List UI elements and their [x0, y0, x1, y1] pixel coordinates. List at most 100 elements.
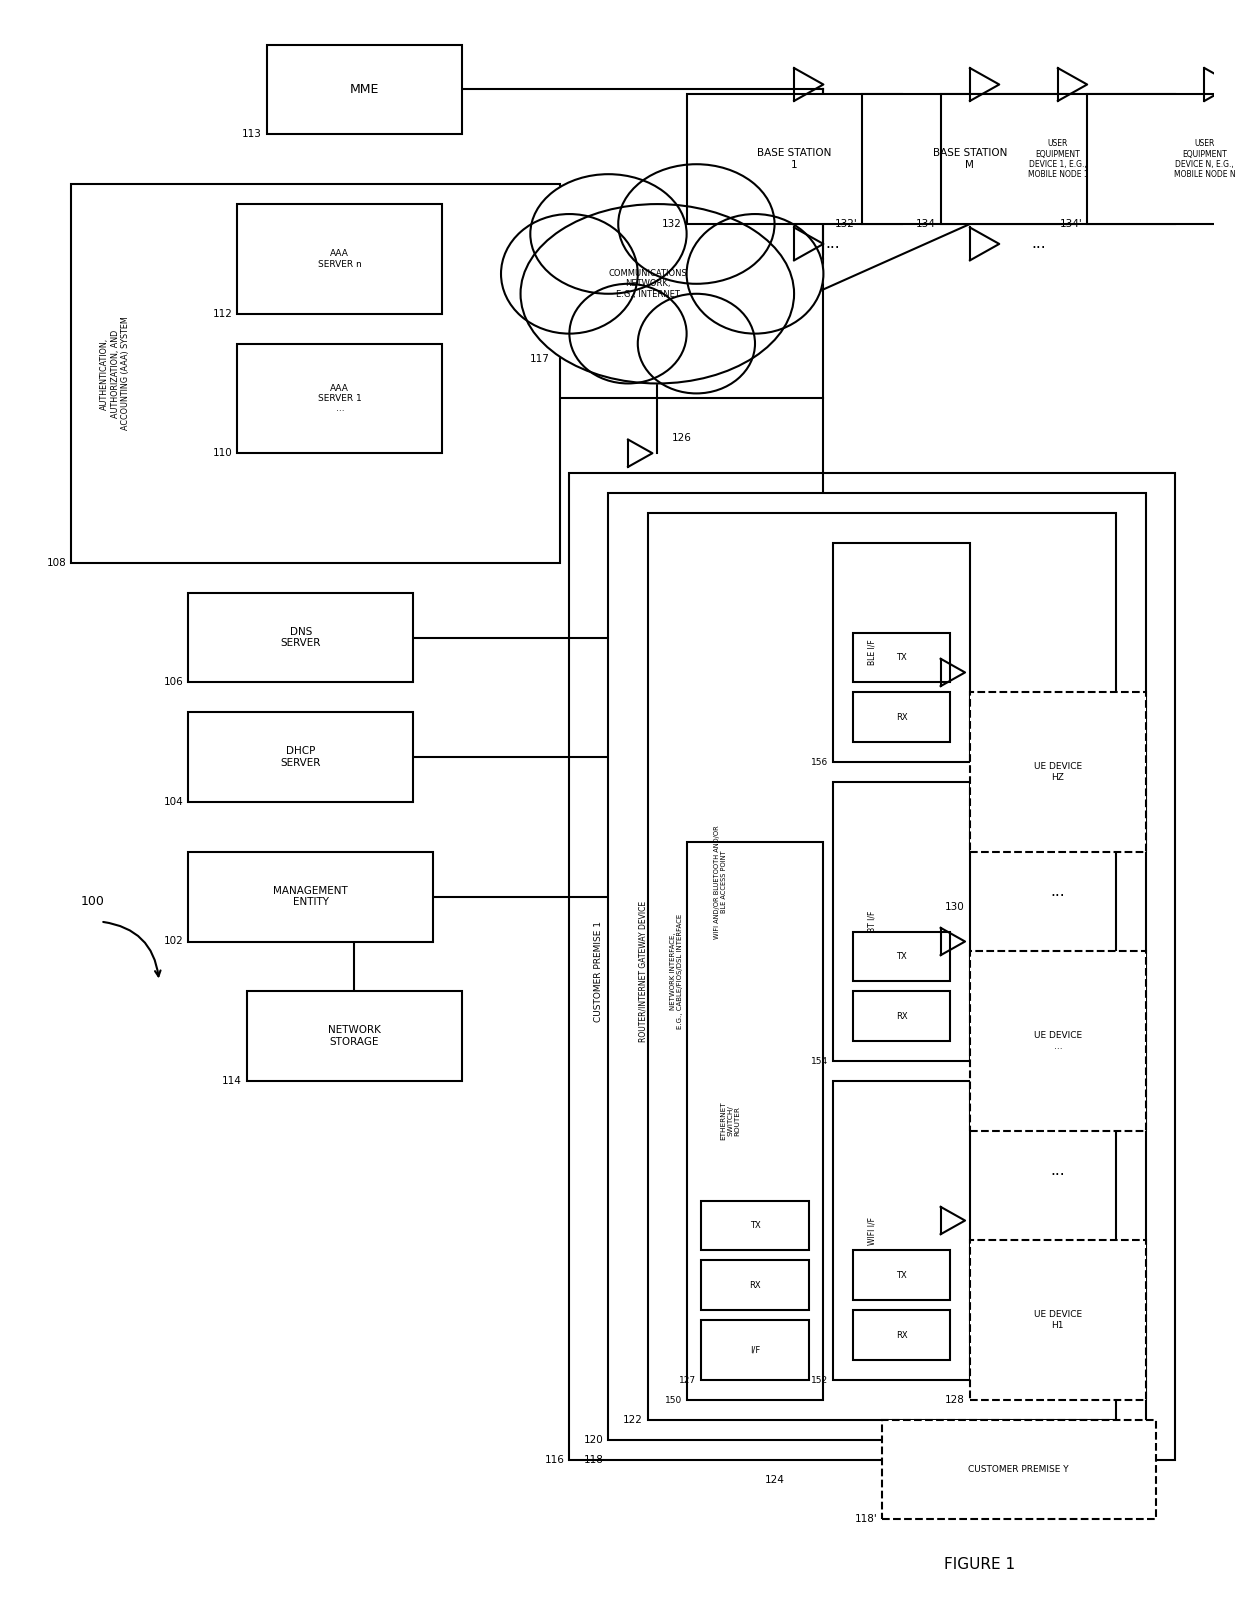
FancyBboxPatch shape: [687, 95, 901, 224]
FancyBboxPatch shape: [1087, 95, 1240, 224]
Text: RX: RX: [895, 713, 908, 723]
FancyBboxPatch shape: [970, 952, 1146, 1131]
FancyBboxPatch shape: [941, 95, 1176, 224]
FancyBboxPatch shape: [267, 45, 463, 135]
Text: 150: 150: [665, 1395, 682, 1405]
FancyBboxPatch shape: [237, 203, 443, 314]
Text: 134': 134': [1059, 219, 1083, 229]
Text: 116: 116: [544, 1455, 564, 1464]
Text: NETWORK INTERFACE,
E.G., CABLE/FIOS/DSL INTERFACE: NETWORK INTERFACE, E.G., CABLE/FIOS/DSL …: [671, 913, 683, 1028]
FancyBboxPatch shape: [687, 843, 823, 1400]
Text: ...: ...: [826, 237, 841, 252]
Text: RX: RX: [895, 1012, 908, 1020]
Text: USER
EQUIPMENT
DEVICE 1, E.G.,
MOBILE NODE 1: USER EQUIPMENT DEVICE 1, E.G., MOBILE NO…: [1028, 139, 1089, 179]
Text: 152: 152: [811, 1376, 828, 1386]
FancyBboxPatch shape: [863, 95, 1078, 224]
Text: TX: TX: [897, 654, 906, 662]
Text: BT I/F: BT I/F: [868, 912, 877, 932]
Ellipse shape: [501, 215, 637, 333]
Text: BASE STATION
M: BASE STATION M: [932, 149, 1007, 170]
FancyBboxPatch shape: [702, 1320, 808, 1379]
Text: FIGURE 1: FIGURE 1: [944, 1557, 1016, 1572]
FancyBboxPatch shape: [647, 513, 1116, 1419]
Ellipse shape: [619, 165, 775, 284]
Text: UE DEVICE
...: UE DEVICE ...: [1034, 1032, 1083, 1051]
Text: UE DEVICE
H1: UE DEVICE H1: [1034, 1310, 1083, 1330]
Ellipse shape: [569, 284, 687, 383]
FancyBboxPatch shape: [882, 1419, 1156, 1520]
Text: ROUTER/INTERNET GATEWAY DEVICE: ROUTER/INTERNET GATEWAY DEVICE: [639, 900, 647, 1041]
FancyBboxPatch shape: [71, 184, 559, 562]
FancyBboxPatch shape: [833, 1081, 970, 1379]
FancyBboxPatch shape: [188, 852, 433, 942]
Ellipse shape: [521, 203, 794, 383]
FancyBboxPatch shape: [970, 1240, 1146, 1400]
Text: UE DEVICE
HZ: UE DEVICE HZ: [1034, 763, 1083, 782]
Text: AUTHENTICATION,
AUTHORIZATION, AND
ACCOUNTING (AAA) SYSTEM: AUTHENTICATION, AUTHORIZATION, AND ACCOU…: [100, 317, 130, 431]
Text: 120: 120: [584, 1435, 604, 1445]
Text: MANAGEMENT
ENTITY: MANAGEMENT ENTITY: [273, 886, 348, 907]
Text: RX: RX: [895, 1331, 908, 1339]
Text: ETHERNET
SWITCH/
ROUTER: ETHERNET SWITCH/ ROUTER: [720, 1102, 740, 1141]
FancyBboxPatch shape: [853, 992, 950, 1041]
FancyBboxPatch shape: [188, 593, 413, 682]
Text: 114: 114: [222, 1077, 242, 1086]
Text: 122: 122: [622, 1415, 642, 1424]
Text: 118: 118: [584, 1455, 604, 1464]
Text: CUSTOMER PREMISE 1: CUSTOMER PREMISE 1: [594, 921, 603, 1022]
Text: NETWORK
STORAGE: NETWORK STORAGE: [329, 1025, 381, 1048]
Text: 100: 100: [81, 896, 105, 908]
Text: CUSTOMER PREMISE Y: CUSTOMER PREMISE Y: [968, 1466, 1069, 1474]
Text: 130: 130: [945, 902, 965, 912]
Text: TX: TX: [897, 952, 906, 961]
Text: DNS
SERVER: DNS SERVER: [280, 626, 321, 649]
FancyBboxPatch shape: [237, 343, 443, 453]
FancyBboxPatch shape: [569, 473, 1176, 1459]
Text: 102: 102: [164, 937, 184, 947]
Text: 128: 128: [945, 1395, 965, 1405]
Text: 110: 110: [212, 449, 232, 458]
FancyBboxPatch shape: [702, 1200, 808, 1251]
Ellipse shape: [637, 293, 755, 394]
Ellipse shape: [531, 175, 687, 293]
Text: BLE I/F: BLE I/F: [868, 639, 877, 665]
Text: 113: 113: [242, 130, 262, 139]
Ellipse shape: [687, 215, 823, 333]
Text: 126: 126: [672, 433, 692, 444]
FancyBboxPatch shape: [853, 633, 950, 682]
FancyBboxPatch shape: [833, 782, 970, 1061]
Text: TX: TX: [897, 1270, 906, 1280]
Text: 106: 106: [164, 678, 184, 687]
Text: DHCP
SERVER: DHCP SERVER: [280, 747, 321, 767]
Text: AAA
SERVER n: AAA SERVER n: [317, 250, 362, 269]
Text: ...: ...: [1050, 1163, 1065, 1177]
Text: WIFI AND/OR BLUETOOTH AND/OR
BLE ACCESS POINT: WIFI AND/OR BLUETOOTH AND/OR BLE ACCESS …: [714, 825, 728, 939]
Text: 132': 132': [835, 219, 858, 229]
Text: TX: TX: [750, 1221, 760, 1230]
Text: I/F: I/F: [750, 1346, 760, 1355]
Text: 156: 156: [811, 758, 828, 767]
Text: ...: ...: [1030, 237, 1045, 252]
FancyBboxPatch shape: [853, 931, 950, 982]
Text: BASE STATION
1: BASE STATION 1: [756, 149, 831, 170]
FancyBboxPatch shape: [970, 692, 1146, 852]
Text: AAA
SERVER 1
...: AAA SERVER 1 ...: [317, 383, 362, 413]
Text: 132: 132: [662, 219, 682, 229]
Text: MME: MME: [350, 83, 379, 96]
Text: 124: 124: [765, 1474, 785, 1485]
FancyBboxPatch shape: [833, 543, 970, 763]
FancyBboxPatch shape: [247, 992, 463, 1081]
FancyBboxPatch shape: [188, 713, 413, 803]
Text: WIFI I/F: WIFI I/F: [868, 1216, 877, 1245]
FancyBboxPatch shape: [702, 1261, 808, 1310]
Text: 108: 108: [47, 557, 66, 567]
FancyBboxPatch shape: [609, 493, 1146, 1440]
FancyBboxPatch shape: [853, 1251, 950, 1301]
Text: USER
EQUIPMENT
DEVICE N, E.G.,
MOBILE NODE N: USER EQUIPMENT DEVICE N, E.G., MOBILE NO…: [1173, 139, 1235, 179]
Text: 154: 154: [811, 1057, 828, 1065]
Text: RX: RX: [749, 1282, 761, 1290]
Text: 112: 112: [212, 309, 232, 319]
Text: 127: 127: [680, 1376, 697, 1386]
Text: 104: 104: [164, 796, 184, 807]
Text: 117: 117: [529, 354, 549, 364]
